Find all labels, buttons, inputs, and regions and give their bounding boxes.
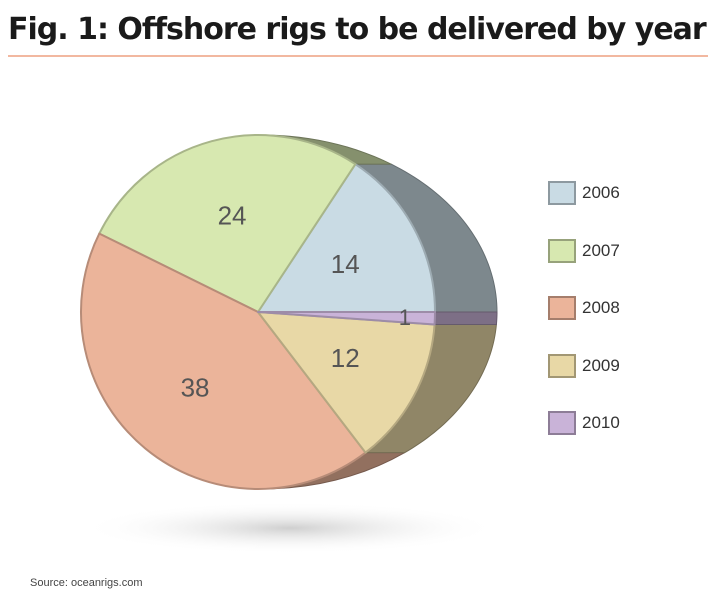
pie-label-layer: 14 24 38 12 1 bbox=[181, 200, 411, 402]
legend: 2006 2007 2008 2009 2010 bbox=[548, 178, 620, 466]
legend-item-2009: 2009 bbox=[548, 351, 620, 381]
pie-slice-2006 bbox=[257, 163, 436, 313]
pie-slice-2009 bbox=[257, 311, 436, 454]
legend-item-2007: 2007 bbox=[548, 236, 620, 266]
data-label-2010: 1 bbox=[399, 305, 411, 330]
data-label-2008: 38 bbox=[181, 373, 210, 403]
legend-item-2006: 2006 bbox=[548, 178, 620, 208]
data-label-2006: 14 bbox=[331, 249, 360, 279]
legend-label-2007: 2007 bbox=[582, 240, 620, 260]
pie-shadow bbox=[80, 502, 500, 554]
data-label-2007: 24 bbox=[218, 200, 247, 230]
legend-label-2006: 2006 bbox=[582, 183, 620, 202]
data-label-2009: 12 bbox=[331, 343, 360, 373]
legend-swatch-2006 bbox=[548, 181, 576, 205]
chart-title: Fig. 1: Offshore rigs to be delivered by… bbox=[8, 12, 707, 47]
pie-slice-2010 bbox=[257, 311, 436, 326]
legend-item-2008: 2008 bbox=[548, 293, 620, 323]
pie-slice-2008 bbox=[80, 232, 367, 490]
legend-swatch-2007 bbox=[548, 238, 576, 263]
legend-swatch-2010 bbox=[548, 411, 576, 435]
legend-swatch-2008 bbox=[548, 296, 576, 320]
legend-swatch-2009 bbox=[548, 353, 576, 378]
legend-label-2008: 2008 bbox=[582, 298, 620, 317]
pie-side-2010 bbox=[434, 311, 498, 325]
source-note: Source: oceanrigs.com bbox=[30, 577, 143, 589]
pie-slice-2007 bbox=[98, 134, 357, 313]
legend-label-2010: 2010 bbox=[582, 413, 620, 432]
title-underline bbox=[8, 55, 708, 57]
legend-label-2009: 2009 bbox=[582, 355, 620, 375]
pie-top-layer bbox=[80, 134, 436, 490]
legend-item-2010: 2010 bbox=[548, 408, 620, 438]
